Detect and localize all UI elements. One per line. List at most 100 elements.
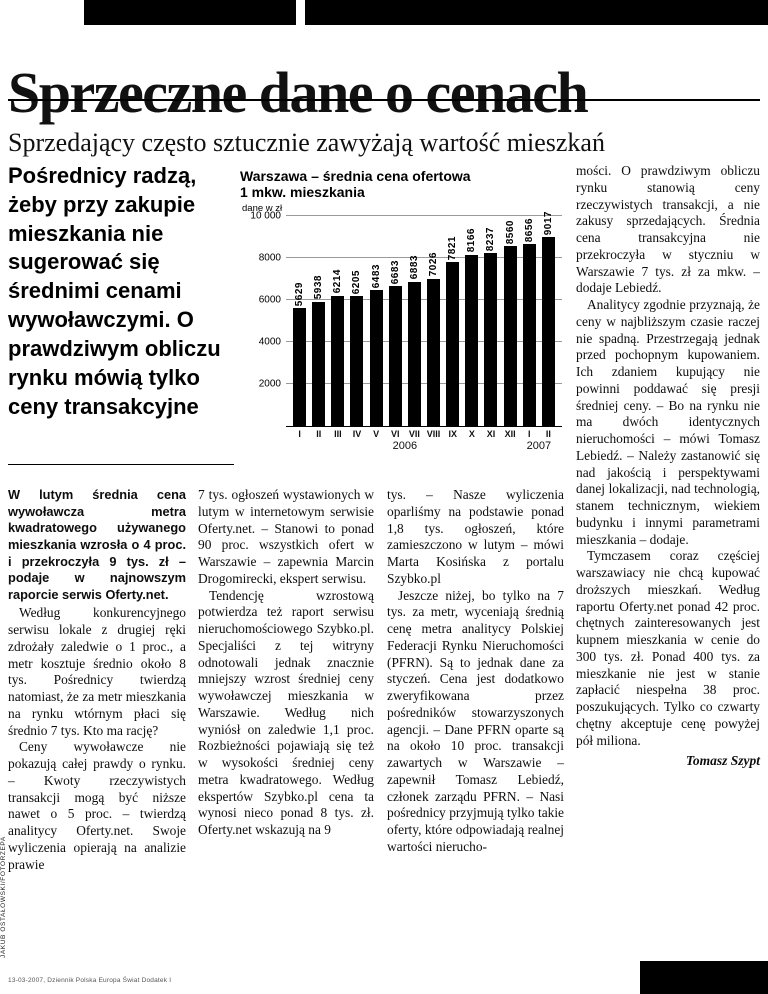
- article-column-1: W lutym średnia cena wywoławcza metra kw…: [8, 487, 186, 947]
- chart-y-tick-label: 4000: [258, 336, 281, 348]
- author-byline: Tomasz Szypt: [685, 753, 760, 769]
- paragraph: 7 tys. ogłoszeń wystawionych w lutym w i…: [198, 487, 374, 586]
- chart-bar: [369, 290, 383, 427]
- chart-bar-slot: 8656: [520, 216, 539, 427]
- paragraph: tys. – Nasze wyliczenia oparliśmy na pod…: [387, 487, 564, 586]
- chart-bar-slot: 6205: [347, 216, 366, 427]
- chart-bar-value-label: 6883: [408, 255, 420, 280]
- chart-bar-value-label: 7821: [447, 235, 459, 260]
- chart-month-label: II: [545, 429, 551, 440]
- scan-bottom-bar: [640, 961, 768, 994]
- article-column-3: tys. – Nasze wyliczenia oparliśmy na pod…: [387, 487, 564, 947]
- article-column-2: 7 tys. ogłoszeń wystawionych w lutym w i…: [198, 487, 374, 947]
- chart-month-label: VII: [408, 429, 420, 440]
- chart-gridline: [286, 383, 562, 385]
- article-subheadline: Sprzedający często sztucznie zawyżają wa…: [8, 127, 605, 157]
- chart-y-tick-label: 8000: [258, 252, 281, 264]
- chart-bar-value-label: 6205: [351, 269, 363, 294]
- chart-months: I II III IV V VI VII VIII IX X XI XII I II: [286, 429, 562, 439]
- chart-bar-value-label: 7026: [428, 252, 440, 277]
- chart-gridline: [286, 299, 562, 301]
- chart-bar-value-label: 5629: [294, 281, 306, 306]
- chart-bar-slot: 8237: [481, 216, 500, 427]
- chart-bar: [541, 236, 555, 427]
- chart-bar-slot: 5629: [290, 216, 309, 427]
- chart-month-label: XI: [486, 429, 496, 440]
- paragraph: Tymczasem coraz częściej warszawiacy nie…: [576, 548, 760, 748]
- chart-title-line-1: Warszawa – średnia cena ofertowa: [240, 168, 471, 184]
- chart-month-label: V: [373, 429, 380, 440]
- chart-unit-label: dane w zł: [242, 203, 283, 215]
- article-standfirst: Pośrednicy radzą, żeby przy zakupie mies…: [8, 163, 221, 419]
- paragraph: Według konkurencyjnego serwisu lokale z …: [8, 605, 186, 738]
- chart-bar: [465, 254, 479, 427]
- article-column-4: mości. O prawdziwym obliczu rynku stanow…: [576, 163, 760, 949]
- standfirst-rule: [8, 464, 234, 465]
- chart-gridline: [286, 215, 562, 217]
- chart-bar-value-label: 8656: [523, 218, 535, 243]
- chart-month-label: II: [316, 429, 322, 440]
- paragraph: mości. O prawdziwym obliczu rynku stanow…: [576, 163, 760, 296]
- lead-paragraph: W lutym średnia cena wywoławcza metra kw…: [8, 487, 186, 602]
- chart-bar-value-label: 5938: [313, 275, 325, 300]
- chart-month-label: IV: [352, 429, 362, 440]
- chart-bar: [522, 244, 536, 427]
- chart-bar-value-label: 8237: [485, 226, 497, 252]
- chart-bar: [427, 278, 441, 427]
- chart-bar-value-label: 6483: [370, 263, 382, 289]
- chart-bar-value-label: 8166: [466, 228, 478, 253]
- chart-month-label: III: [334, 429, 342, 440]
- photo-credit-vertical: JAKUB OSTAŁOWSKI/FOTORZEPA: [0, 836, 7, 958]
- chart-bar: [407, 281, 421, 427]
- chart-years: 2006 2007: [286, 440, 562, 452]
- chart-year-label: 2006: [392, 440, 418, 453]
- chart-bar-slot: 8166: [462, 216, 481, 427]
- chart-month-label: VIII: [426, 429, 441, 440]
- chart-bar-value-label: 8560: [504, 220, 516, 245]
- chart-plot: 5629 5938 6214 6205 6483 6683 6883 7026 7821 8166…: [250, 211, 562, 428]
- scan-top-bar-notch: [296, 0, 305, 25]
- paragraph: Ceny wywoławcze nie pokazują całej prawd…: [8, 739, 186, 872]
- chart-bar-slot: 6483: [367, 216, 386, 427]
- page-imprint: 13-03-2007, Dziennik Polska Europa Świat…: [8, 977, 172, 984]
- chart-bar: [388, 285, 402, 427]
- chart-bar-value-label: 6214: [332, 269, 344, 294]
- chart-gridline: [286, 341, 562, 343]
- chart-bar-slot: 6883: [405, 216, 424, 427]
- price-bar-chart: Warszawa – średnia cena ofertowa 1 mkw. …: [240, 168, 562, 468]
- chart-bar-slot: 7821: [443, 216, 462, 427]
- article-headline: Sprzeczne dane o cenach: [8, 59, 589, 125]
- chart-month-label: I: [298, 429, 301, 440]
- chart-bar: [484, 253, 498, 427]
- chart-bar-slot: 9017: [539, 211, 558, 427]
- chart-title-line-2: 1 mkw. mieszkania: [240, 184, 365, 201]
- chart-bar: [293, 307, 307, 427]
- chart-bar: [446, 261, 460, 427]
- chart-bar: [331, 295, 345, 427]
- chart-month-label: IX: [448, 429, 457, 440]
- chart-month-label: XII: [504, 429, 516, 440]
- chart-y-tick-label: 6000: [258, 294, 281, 306]
- chart-bar-value-label: 6683: [389, 259, 401, 284]
- chart-month-label: VI: [391, 429, 400, 440]
- chart-bar: [350, 295, 364, 427]
- chart-month-label: I: [528, 429, 531, 440]
- chart-bar-value-label: 9017: [542, 210, 554, 235]
- chart-bar-slot: 6214: [328, 216, 347, 427]
- chart-y-tick-label: 2000: [258, 378, 281, 390]
- chart-bar-slot: 5938: [309, 216, 328, 427]
- chart-y-tick-label: 10 000: [250, 210, 281, 222]
- chart-gridline: [286, 257, 562, 259]
- chart-bar-slot: 6683: [386, 216, 405, 427]
- chart-bar: [312, 301, 326, 427]
- chart-year-label: 2007: [526, 440, 552, 453]
- paragraph: Tendencję wzrostową potwierdza też rapor…: [198, 587, 374, 838]
- headline-rule: [8, 99, 760, 101]
- chart-month-label: X: [468, 429, 475, 440]
- chart-bars: 5629 5938 6214 6205 6483 6683 6883 7026 7821 8166…: [286, 211, 562, 427]
- chart-bar-slot: 7026: [424, 216, 443, 427]
- paragraph: Jeszcze niżej, bo tylko na 7 tys. za met…: [387, 587, 564, 854]
- chart-bar-slot: 8560: [501, 216, 520, 427]
- scan-top-bar: [84, 0, 768, 25]
